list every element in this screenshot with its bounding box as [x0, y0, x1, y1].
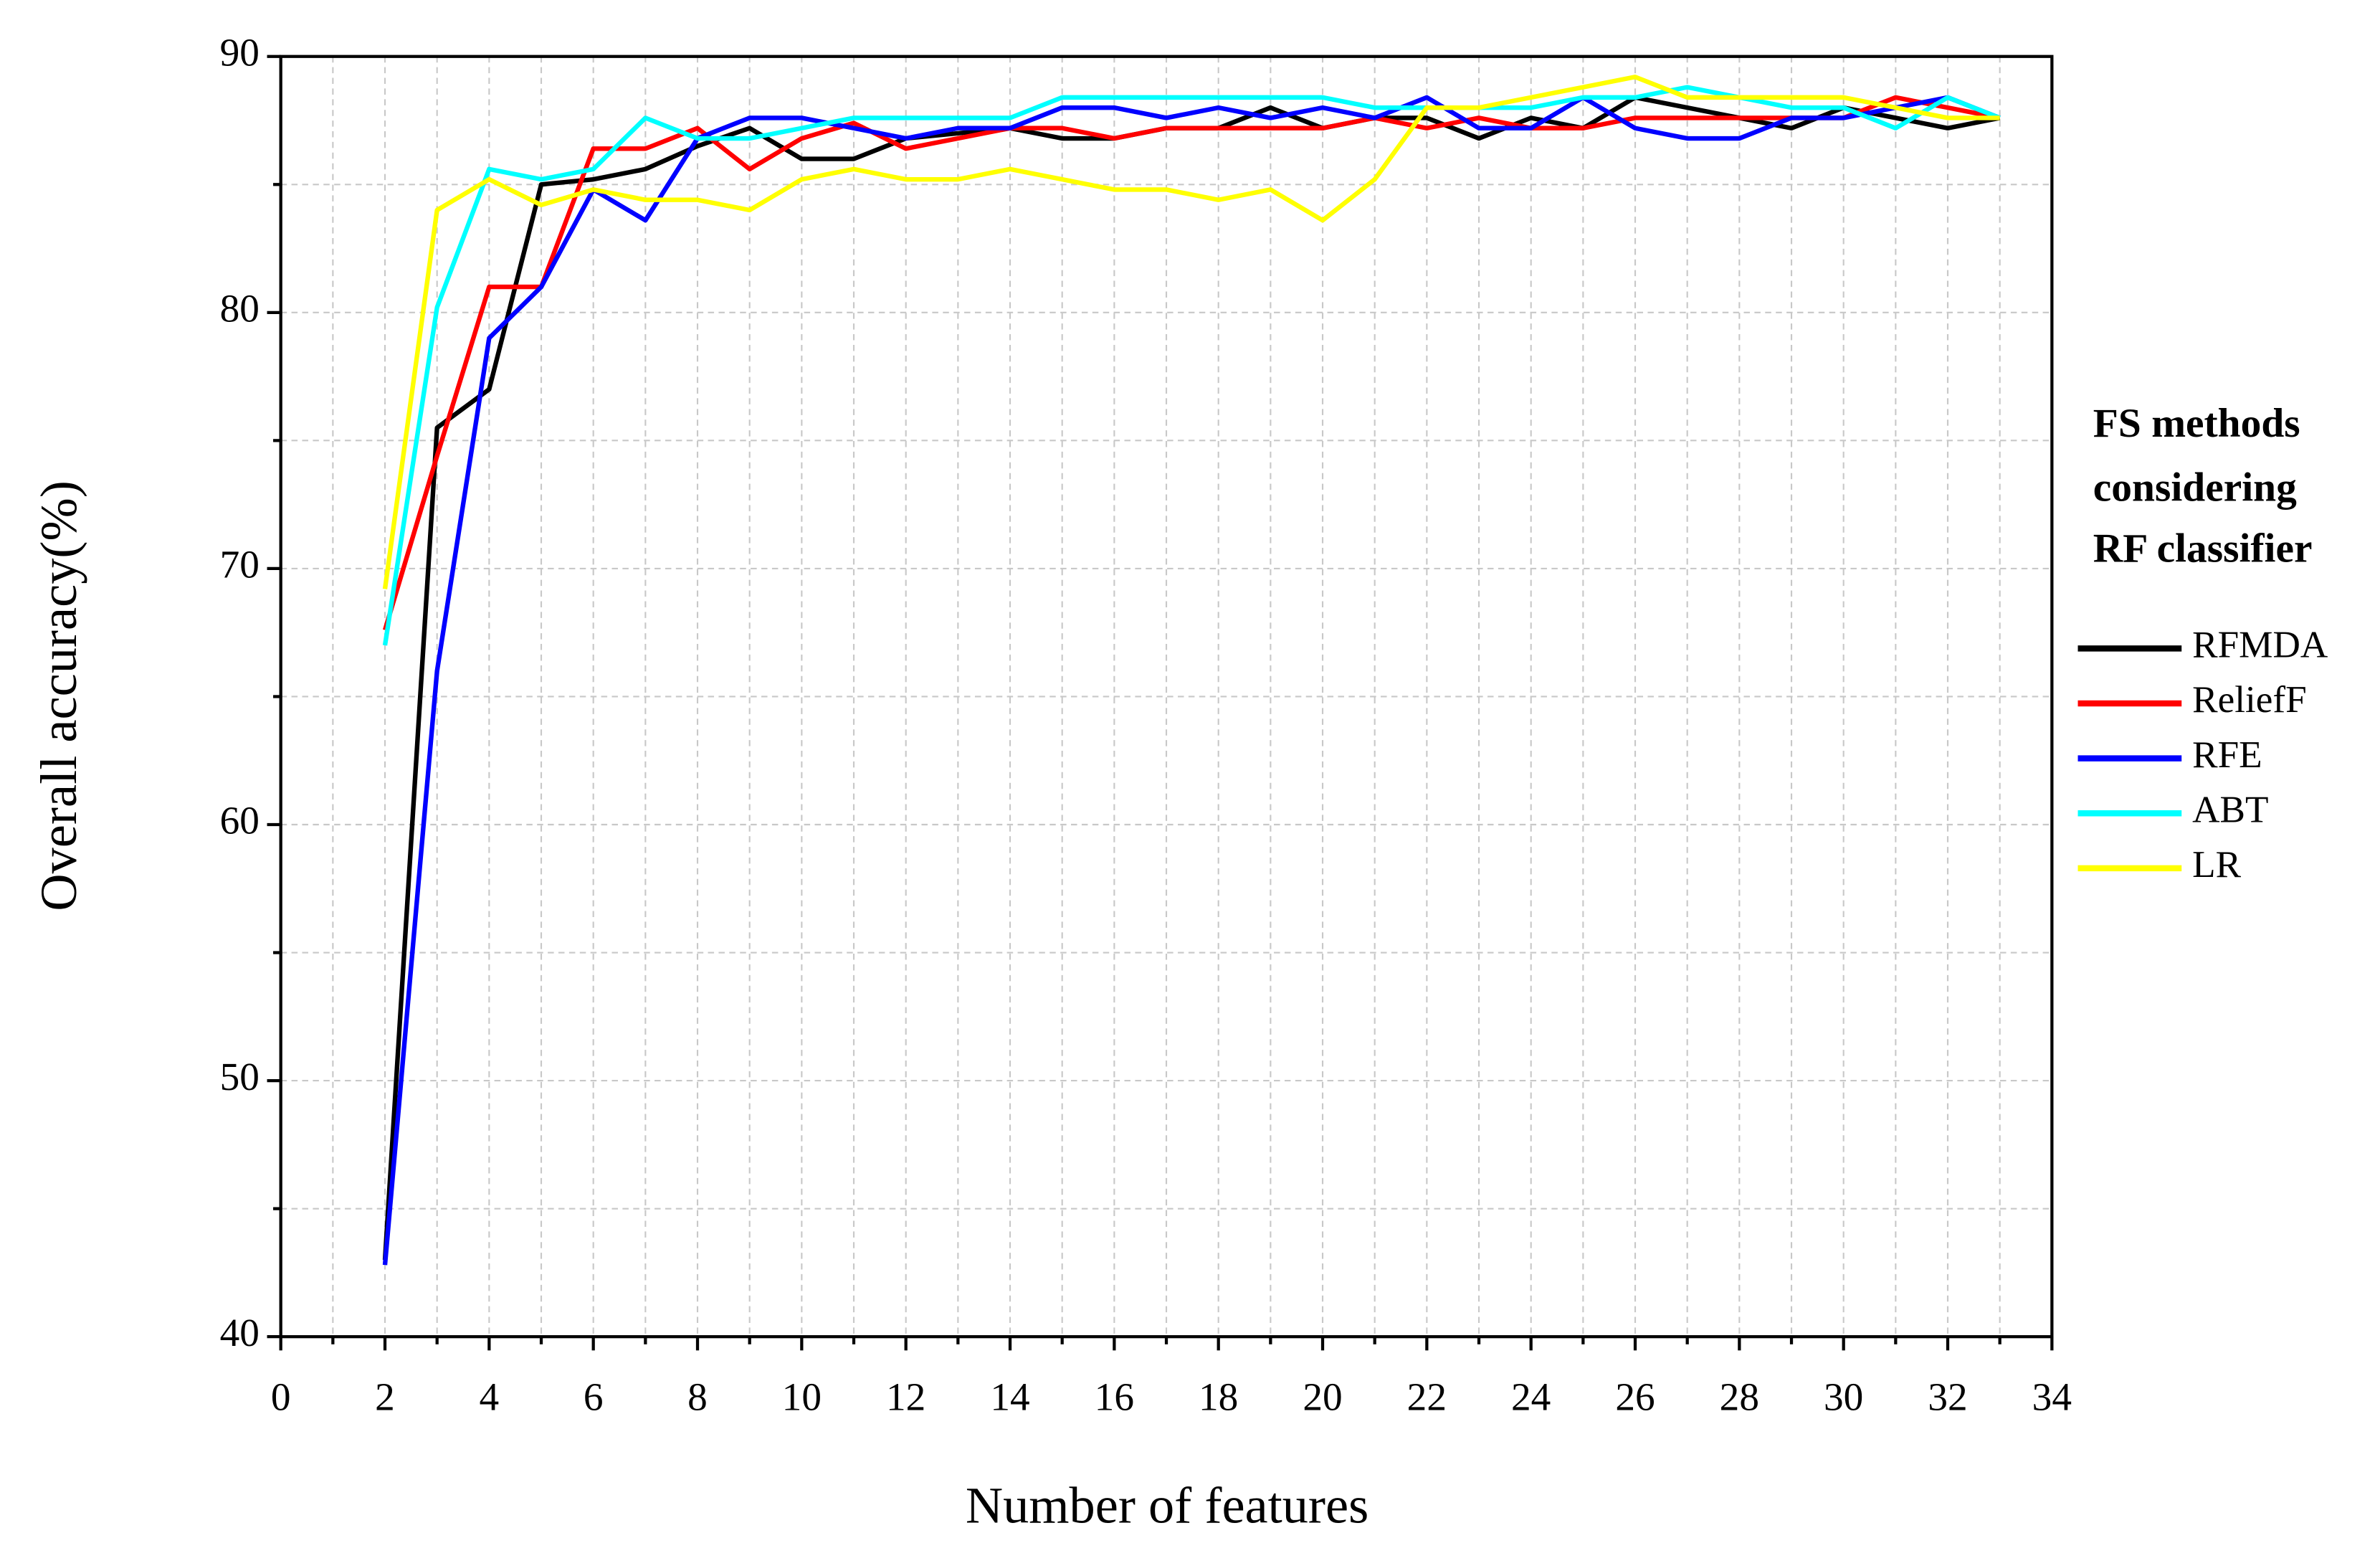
legend-label: ReliefF — [2192, 678, 2307, 721]
series-line — [382, 95, 2001, 631]
legend-title: considering — [2093, 465, 2297, 510]
x-tick-label: 32 — [1928, 1375, 1967, 1418]
x-tick-label: 0 — [271, 1375, 291, 1418]
legend-label: RFE — [2192, 734, 2262, 776]
x-tick-label: 6 — [584, 1375, 604, 1418]
x-tick-label: 24 — [1511, 1375, 1551, 1418]
x-tick-label: 26 — [1615, 1375, 1655, 1418]
x-tick-label: 22 — [1407, 1375, 1447, 1418]
x-axis-label: Number of features — [966, 1476, 1368, 1534]
series-line — [382, 95, 2001, 1266]
x-tick-label: 14 — [990, 1375, 1029, 1418]
y-axis-label: Overall accuracy(%) — [30, 480, 87, 911]
x-tick-label: 4 — [480, 1375, 500, 1418]
x-tick-label: 20 — [1303, 1375, 1342, 1418]
y-tick-label: 40 — [220, 1311, 260, 1354]
y-tick-label: 80 — [220, 287, 260, 331]
y-tick-label: 50 — [220, 1055, 260, 1099]
y-tick-label: 70 — [220, 543, 260, 587]
x-tick-label: 2 — [375, 1375, 395, 1418]
legend-label: ABT — [2192, 788, 2268, 830]
series-line — [382, 75, 2000, 589]
x-tick-label: 8 — [687, 1375, 708, 1418]
y-tick-label: 90 — [220, 30, 260, 74]
legend-title: FS methods — [2093, 401, 2300, 446]
x-tick-label: 12 — [886, 1375, 925, 1418]
x-tick-label: 30 — [1824, 1375, 1863, 1418]
legend-label: RFMDA — [2192, 624, 2328, 666]
legend-title: RF classifier — [2093, 526, 2313, 571]
x-tick-label: 18 — [1199, 1375, 1238, 1418]
x-tick-label: 16 — [1095, 1375, 1134, 1418]
legend-label: LR — [2192, 843, 2241, 886]
y-tick-label: 60 — [220, 799, 260, 843]
x-tick-label: 10 — [782, 1375, 822, 1418]
x-tick-label: 28 — [1720, 1375, 1759, 1418]
x-tick-label: 34 — [2032, 1375, 2072, 1418]
